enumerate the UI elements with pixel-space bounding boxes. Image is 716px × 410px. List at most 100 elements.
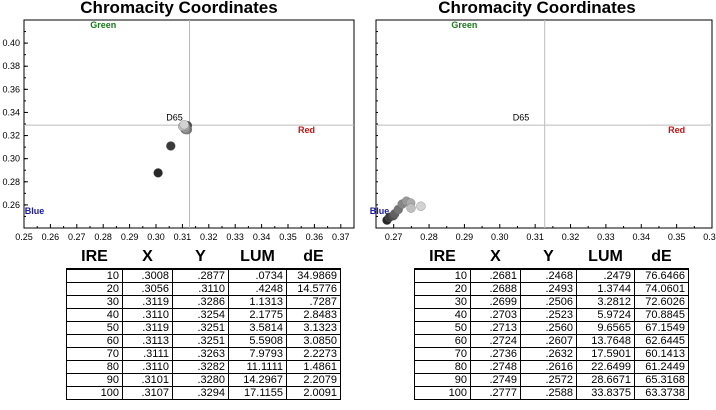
chart-panel-left: Chromacity Coordinates 0.25 0.26 0.27 0.28 0… [2,0,355,400]
y-tick-label: 0.36 [2,84,20,94]
table-cell: .4248 [228,282,287,296]
table-cell: 70 [66,347,123,361]
table-cell: .2588 [520,386,577,400]
table-cell: 5.9724 [576,308,635,322]
table-cell: 22.6499 [576,360,635,374]
column-header: IRE [429,248,456,265]
column-header: Y [195,248,206,265]
table-cell: .3282 [172,360,229,374]
table-cell: 67.1549 [634,321,689,335]
x-tick-label: 0.26 [42,232,60,242]
table-cell: .2713 [470,321,521,335]
table-row: 100.2777.2588 33.8375 63.3738 [414,386,689,400]
x-tick-label: 0.32 [562,232,580,242]
table-cell: 5.5908 [228,334,287,348]
chart-title: Chromacity Coordinates [438,0,636,17]
table-cell: 1.1313 [228,295,287,309]
table-row: 90.3101.3280 14.2967 2.2079 [66,373,341,387]
table-cell: .3110 [172,282,229,296]
table-cell: .2877 [172,268,229,283]
table-cell: .3113 [122,334,173,348]
column-header: Y [543,248,554,265]
x-tick-label: 0.27 [68,232,86,242]
table-cell: 13.7648 [576,334,635,348]
column-header: IRE [81,248,108,265]
chart-title: Chromacity Coordinates [80,0,278,17]
table-row: 40.2703.2523 5.9724 70.8845 [414,308,689,322]
table-cell: 2.8483 [286,308,341,322]
table-row: 90.2749.2572 28.6671 65.3168 [414,373,689,387]
y-tick-label: 0.38 [2,61,20,71]
table-cell: .2703 [470,308,521,322]
table-cell: .2736 [470,347,521,361]
table-cell: .3056 [122,282,173,296]
table-cell: .2699 [470,295,521,309]
table-cell: 90 [414,373,471,387]
table-cell: 33.8375 [576,386,635,400]
table-cell: .3280 [172,373,229,387]
x-tick-label: 0.30 [147,232,165,242]
table-cell: .2560 [520,321,577,335]
y-tick-label: 0.26 [2,200,20,210]
column-header: X [142,248,153,265]
annotation-label: D65 [166,113,183,123]
table-cell: 90 [66,373,123,387]
table-cell: 14.2967 [228,373,287,387]
x-tick-label: 0.31 [174,232,192,242]
table-cell: .2607 [520,334,577,348]
table-cell: .2493 [520,282,577,296]
table-cell: 1.4861 [286,360,341,374]
table-cell: 9.6565 [576,321,635,335]
column-header: dE [303,248,324,265]
table-cell: 40 [66,308,123,322]
table-cell: 3.0850 [286,334,341,348]
table-cell: .3286 [172,295,229,309]
table-row: 30.3119.3286 1.1313.7287 [66,295,341,309]
table-row: 80.2748.2616 22.6499 61.2449 [414,360,689,374]
table-cell: 2.0091 [286,386,341,400]
table-cell: .0734 [228,268,287,283]
x-tick-label: 0.30 [491,232,509,242]
annotation-label: Red [668,125,685,135]
table-cell: 28.6671 [576,373,635,387]
x-tick-label: 0.34 [632,232,650,242]
table-cell: 11.1111 [228,360,287,374]
table-cell: 63.3738 [634,386,689,400]
measurement-table-left: IRE X Y LUM dE 10.3008.2877.0734 34.9869 2… [66,246,341,400]
table-cell: 20 [414,282,471,296]
x-tick-label: 0.36 [703,232,716,242]
table-cell: .3101 [122,373,173,387]
table-row: 100.3107.3294 17.1155 2.0091 [66,386,341,400]
chart-panel-right: Chromacity Coordinates 0.27 0.28 0.29 0.30 0… [358,0,716,410]
data-point [179,120,189,130]
x-tick-label: 0.29 [456,232,474,242]
table-cell: 100 [66,386,123,400]
table-row: 10.2681.2468.2479 76.6466 [414,268,689,283]
table-cell: .2523 [520,308,577,322]
x-tick-label: 0.28 [94,232,112,242]
x-tick-label: 0.37 [332,232,350,242]
annotation-label: Blue [25,206,45,216]
table-cell: .2616 [520,360,577,374]
table-cell: 50 [414,321,471,335]
measurement-table-right: IRE X Y LUM dE 10.2681.2468.2479 76.6466 2… [414,246,689,400]
table-cell: .3251 [172,321,229,335]
table-cell: 17.5901 [576,347,635,361]
table-cell: .3251 [172,334,229,348]
table-row: 20.3056.3110.4248 14.5776 [66,282,341,296]
table-cell: 76.6466 [634,268,689,283]
table-row: 30.2699.2506 3.2812 72.6026 [414,295,689,309]
plot-area [375,19,713,229]
chromaticity-plot-right: 0.27 0.28 0.29 0.30 0.31 0.32 0.33 0.34 0.35 0.36… [370,19,716,242]
table-cell: .3107 [122,386,173,400]
table-cell: 1.3744 [576,282,635,296]
table-cell: 17.1155 [228,386,287,400]
table-cell: .2777 [470,386,521,400]
table-cell: .3263 [172,347,229,361]
table-cell: .3119 [122,295,173,309]
table-row: 50.3119.3251 3.5814 3.1323 [66,321,341,335]
table-cell: 3.2812 [576,295,635,309]
table-cell: 30 [66,295,123,309]
x-tick-label: 0.25 [15,232,33,242]
y-tick-label: 0.32 [2,131,20,141]
